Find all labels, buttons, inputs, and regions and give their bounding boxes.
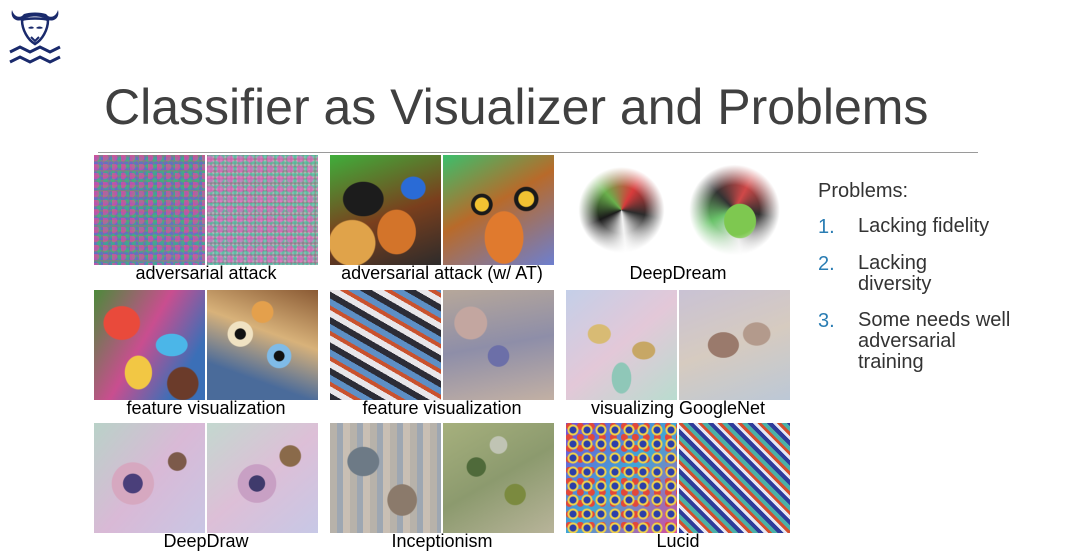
panel-lucid: Lucid (566, 423, 790, 551)
slide-title: Classifier as Visualizer and Problems (104, 79, 929, 135)
panel-caption: feature visualization (126, 398, 286, 418)
problem-number: 1. (818, 216, 835, 238)
panel-caption: feature visualization (362, 398, 522, 418)
visualization-image (330, 155, 441, 265)
visualization-image (330, 290, 441, 400)
panel-caption: Lucid (656, 531, 700, 551)
problem-item: 1. Lacking fidelity (818, 215, 1058, 239)
visualization-image (94, 290, 205, 400)
problem-text: Lacking diversity (858, 252, 932, 295)
panel-caption: Inceptionism (391, 531, 493, 551)
visualization-image (330, 423, 441, 533)
visualization-image (443, 423, 554, 533)
problem-item: 2. Lacking diversity (818, 253, 1058, 295)
title-divider (98, 152, 978, 153)
panel-visualizing-googlenet: visualizing GoogleNet (566, 290, 790, 418)
visualization-image (94, 155, 205, 265)
visualization-image (207, 423, 318, 533)
visualization-image (566, 155, 677, 265)
panel-feature-visualization-2: feature visualization (330, 290, 554, 418)
problem-text: Some needs well adversarial training (858, 309, 1011, 373)
panel-deepdraw: DeepDraw (94, 423, 318, 551)
visualization-image (679, 155, 790, 265)
visualization-image (679, 290, 790, 400)
visualization-image (566, 423, 677, 533)
problem-list: 1. Lacking fidelity 2. Lacking diversity… (818, 216, 1058, 373)
panel-adversarial-attack: adversarial attack (94, 155, 318, 283)
visualization-image (94, 423, 205, 533)
problem-item: 3. Some needs well adversarial training (818, 310, 1058, 373)
bull-logo-icon (9, 10, 61, 64)
visualization-image (566, 290, 677, 400)
panel-caption: adversarial attack (w/ AT) (341, 263, 543, 283)
problem-text: Lacking fidelity (858, 215, 990, 237)
panel-feature-visualization-1: feature visualization (94, 290, 318, 418)
problems-heading: Problems: (818, 180, 909, 202)
problem-number: 3. (818, 310, 835, 332)
visualization-image (207, 155, 318, 265)
panel-deepdream: DeepDream (566, 155, 790, 283)
panel-inceptionism: Inceptionism (330, 423, 554, 551)
problems-section: Problems: 1. Lacking fidelity 2. Lacking… (818, 180, 1058, 388)
panel-caption: DeepDream (629, 263, 727, 283)
visualization-image (207, 290, 318, 400)
visualization-image (679, 423, 790, 533)
panel-caption: visualizing GoogleNet (590, 398, 766, 418)
problem-number: 2. (818, 253, 835, 275)
panel-caption: DeepDraw (163, 531, 249, 551)
panel-adversarial-attack-at: adversarial attack (w/ AT) (330, 155, 554, 283)
panel-caption: adversarial attack (135, 263, 277, 283)
visualization-image (443, 290, 554, 400)
visualization-image (443, 155, 554, 265)
